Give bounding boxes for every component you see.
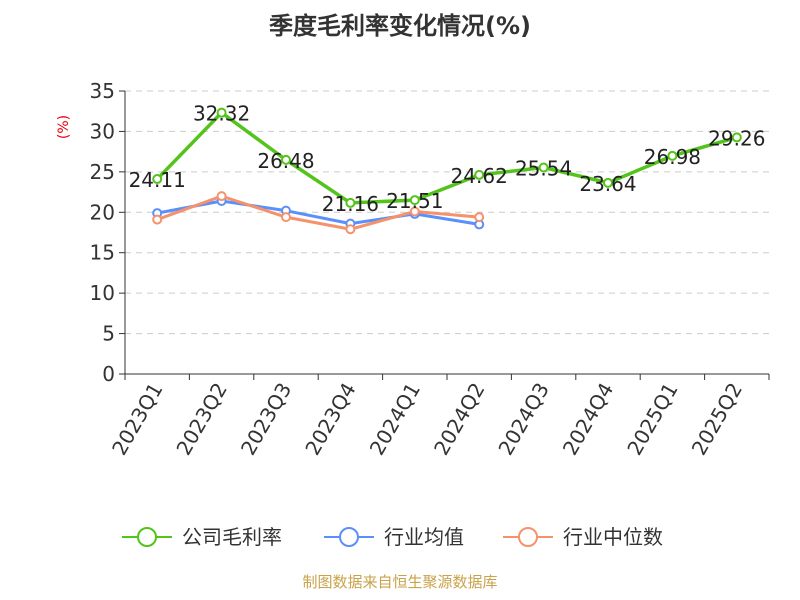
axes	[119, 90, 770, 380]
data-point	[474, 212, 485, 223]
series-2	[152, 191, 485, 235]
y-axis-unit: (%)	[56, 115, 72, 139]
y-tick-label: 15	[90, 241, 115, 265]
data-label: 24.62	[451, 164, 508, 188]
data-label: 24.11	[129, 168, 186, 192]
x-tick-label: 2023Q3	[236, 379, 296, 460]
data-point	[538, 162, 549, 173]
data-label: 32.32	[193, 102, 250, 126]
data-point	[409, 195, 420, 206]
y-tick-label: 5	[102, 322, 115, 346]
x-tick-labels: 2023Q1 2023Q2 2023Q3 2023Q4 2024Q1 2024Q2 2024…	[107, 379, 747, 460]
legend: 公司毛利率 行业均值 行业中位数	[122, 525, 663, 549]
x-tick-label: 2024Q3	[493, 379, 553, 460]
x-tick-label: 2023Q2	[171, 379, 231, 460]
x-tick-label: 2025Q2	[687, 379, 747, 460]
y-tick-label: 30	[90, 119, 115, 143]
x-tick-label: 2024Q1	[365, 379, 425, 460]
legend-label: 行业中位数	[563, 525, 663, 549]
legend-marker	[518, 527, 538, 547]
series-0	[152, 107, 742, 208]
chart-title: 季度毛利率变化情况(%)	[269, 12, 531, 40]
legend-item: 公司毛利率	[122, 525, 282, 549]
y-tick-label: 10	[90, 281, 115, 305]
x-tick-label: 2024Q4	[558, 379, 618, 460]
y-tick-label: 20	[90, 200, 115, 224]
x-tick-label: 2024Q2	[429, 379, 489, 460]
x-tick-label: 2023Q4	[300, 379, 360, 460]
series-lines	[152, 107, 742, 235]
data-label: 21.51	[386, 189, 443, 213]
data-point	[152, 214, 163, 225]
grid-lines	[125, 90, 769, 335]
y-tick-labels: 0 5 10 15 20 25 30 35	[90, 79, 115, 386]
data-point	[345, 224, 356, 235]
legend-item: 行业均值	[324, 525, 464, 549]
legend-item: 行业中位数	[503, 525, 663, 549]
data-point	[474, 169, 485, 180]
x-tick-label: 2023Q1	[107, 379, 167, 460]
x-tick-label: 2025Q1	[622, 379, 682, 460]
data-point	[281, 154, 291, 165]
data-label: 21.16	[322, 192, 379, 216]
legend-label: 行业均值	[384, 525, 464, 549]
data-labels: 24.11 32.32 26.48 21.16 21.51 24.62 25.54 23.64…	[129, 102, 766, 216]
data-label: 29.26	[708, 126, 765, 150]
y-tick-label: 35	[90, 79, 115, 103]
legend-label: 公司毛利率	[182, 525, 282, 549]
data-point	[731, 132, 742, 143]
legend-marker	[339, 527, 359, 547]
data-point	[603, 177, 613, 188]
data-point	[409, 206, 420, 217]
y-tick-label: 0	[102, 362, 115, 386]
data-label: 26.48	[257, 149, 314, 173]
y-tick-label: 25	[90, 160, 115, 184]
data-point	[345, 197, 356, 208]
data-label: 23.64	[579, 172, 636, 196]
data-label: 26.98	[644, 145, 701, 169]
data-point	[152, 174, 163, 185]
data-point	[216, 191, 227, 202]
data-label: 25.54	[515, 156, 572, 180]
data-point	[216, 107, 227, 118]
data-point	[667, 150, 678, 161]
series-line	[156, 194, 480, 231]
series-line	[155, 110, 738, 205]
legend-marker	[137, 527, 157, 547]
data-point	[281, 212, 291, 223]
series-line	[156, 199, 480, 226]
source-note: 制图数据来自恒生聚源数据库	[302, 573, 497, 591]
